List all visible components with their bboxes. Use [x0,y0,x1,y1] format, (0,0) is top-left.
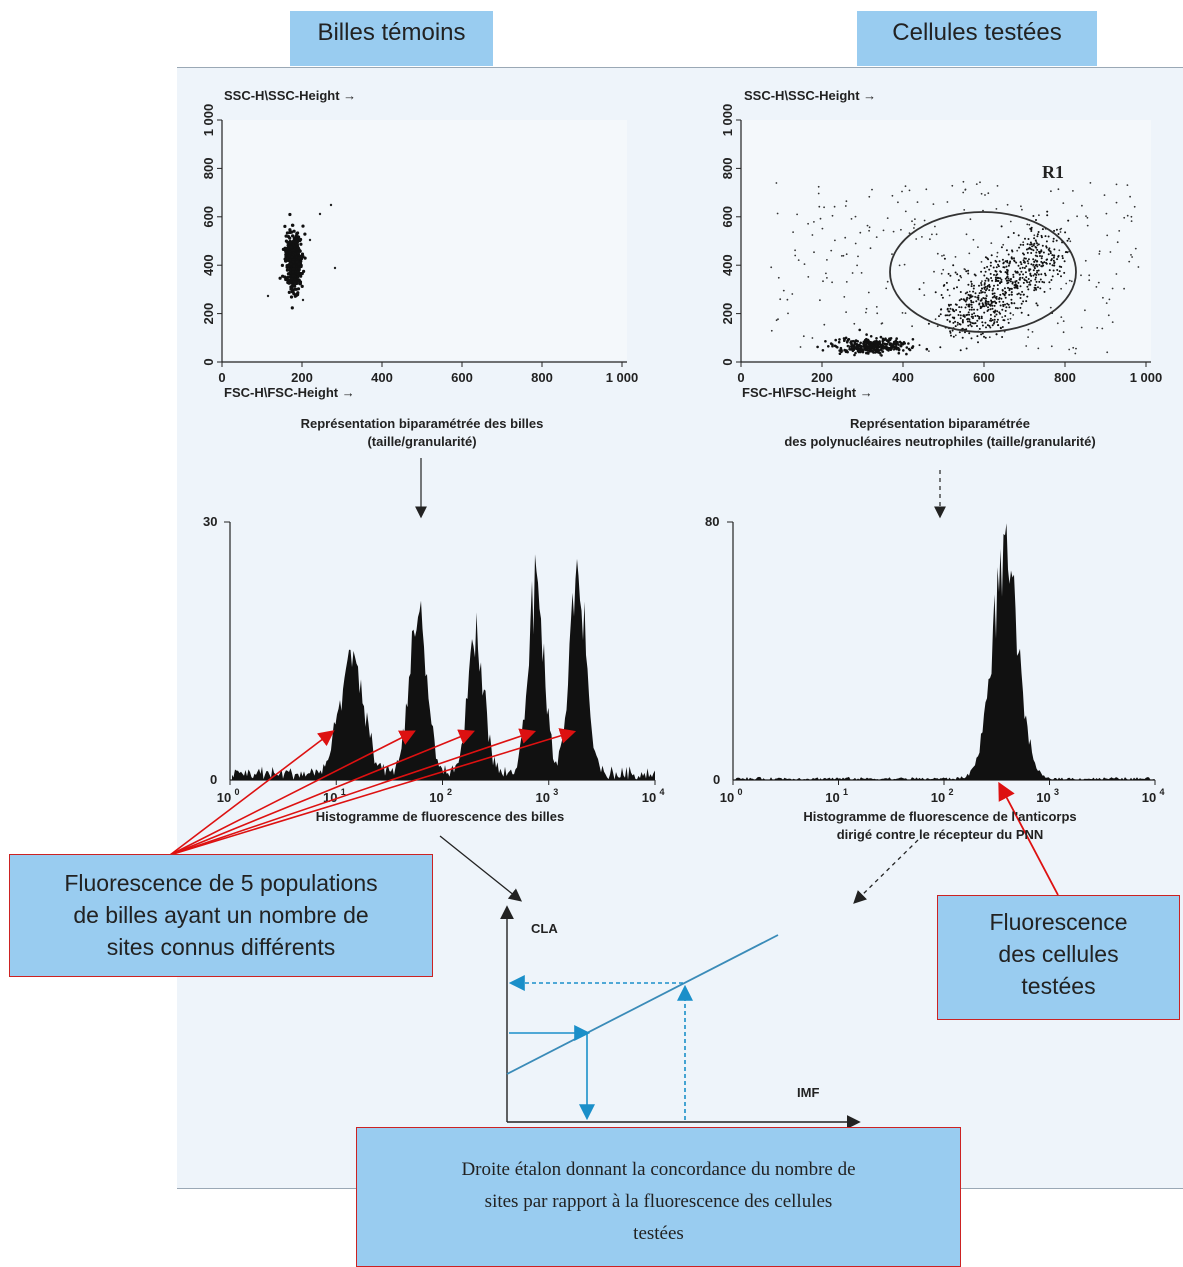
x-tick-label: 0 [218,370,225,385]
x-tick-label: 600 [973,370,995,385]
x-tick-exponent: 4 [1159,787,1164,797]
x-tick-label: 1 000 [606,370,639,385]
cell-scatter-points [770,180,1140,357]
hist-left-yzero: 0 [210,772,218,787]
x-tick-label: 200 [291,370,313,385]
y-tick-label: 0 [720,358,735,365]
x-tick-exponent: 4 [659,787,664,797]
y-tick-label: 400 [201,254,216,276]
y-tick-label: 200 [720,303,735,325]
y-tick-label: 200 [201,303,216,325]
x-tick-label: 400 [892,370,914,385]
y-tick-label: 0 [201,358,216,365]
calibration-plot [500,905,861,1129]
y-tick-label: 800 [720,158,735,180]
gate-r1-label: R1 [1042,162,1064,182]
x-tick-exponent: 3 [1054,787,1059,797]
y-tick-label: 1 000 [720,104,735,137]
x-tick-exponent: 1 [843,787,848,797]
red-arrow-cells [998,781,1059,896]
scatter-right-caption: Représentation biparamétrée des polynucl… [784,416,1096,449]
bead-scatter-cluster [266,203,337,310]
histogram-left: 10 0 10 1 10 2 10 3 10 4 [217,521,665,805]
header-billes-temoins: Billes témoins [290,11,493,66]
callout-calibration-line: Droite étalon donnant la concordance du … [356,1127,961,1267]
y-tick-label: 400 [720,254,735,276]
arrow-to-calibration-left [439,835,523,902]
x-tick-label: 10 [931,790,945,805]
gate-r1-ellipse [889,211,1077,333]
y-tick-label: 600 [201,206,216,228]
x-tick-label: 1 000 [1130,370,1163,385]
x-tick-exponent: 2 [447,787,452,797]
x-tick-label: 10 [642,790,656,805]
x-tick-exponent: 1 [341,787,346,797]
scatter-left-caption: Représentation biparamétrée des billes (… [300,416,544,449]
histogram-right: 10 0 10 1 10 2 10 3 10 4 [720,521,1165,805]
x-tick-label: 0 [737,370,744,385]
x-tick-label: 10 [429,790,443,805]
bead-fluorescence-peaks [232,554,655,780]
x-tick-label: 10 [825,790,839,805]
calibration-y-label: CLA [531,921,558,936]
y-tick-label: 600 [720,206,735,228]
x-tick-label: 10 [720,790,734,805]
y-tick-label: 1 000 [201,104,216,137]
red-arrows-beads [169,728,577,856]
scatter-left-x-label: FSC-H\FSC-Height → [224,385,355,400]
x-tick-label: 10 [217,790,231,805]
scatter-right-y-label: SSC-H\SSC-Height → [744,88,877,103]
calibration-line [506,934,779,1075]
x-tick-label: 800 [531,370,553,385]
header-cellules-testees: Cellules testées [857,11,1097,66]
x-tick-exponent: 2 [948,787,953,797]
calibration-x-label: IMF [797,1085,820,1100]
arrow-to-calibration-right [853,839,919,904]
x-tick-label: 200 [811,370,833,385]
x-tick-label: 10 [1142,790,1156,805]
callout-cells: Fluorescence des cellules testées [937,895,1180,1020]
hist-right-yzero: 0 [713,772,721,787]
scatter-right-plot: 0 200 400 600 800 1 000 0 200 400 600 800 1 000 [720,104,1162,385]
cell-fluorescence-peak [735,523,1155,780]
hist-right-ymax: 80 [705,514,720,529]
y-tick-label: 800 [201,158,216,180]
x-tick-exponent: 0 [234,787,239,797]
hist-left-ymax: 30 [203,514,218,529]
x-tick-label: 400 [371,370,393,385]
x-tick-label: 600 [451,370,473,385]
scatter-left-y-label: SSC-H\SSC-Height → [224,88,357,103]
callout-beads: Fluorescence de 5 populations de billes … [9,854,433,977]
hist-left-caption: Histogramme de fluorescence des billes [315,809,565,824]
x-tick-exponent: 0 [737,787,742,797]
x-tick-label: 10 [1036,790,1050,805]
x-tick-label: 800 [1054,370,1076,385]
scatter-left-plot: 0 200 400 600 800 1 000 0 200 400 600 800 1 000 [201,104,638,385]
x-tick-exponent: 3 [553,787,558,797]
x-tick-label: 10 [536,790,550,805]
scatter-right-x-label: FSC-H\FSC-Height → [742,385,873,400]
hist-right-caption: Histogramme de fluorescence de l'anticor… [803,809,1077,842]
